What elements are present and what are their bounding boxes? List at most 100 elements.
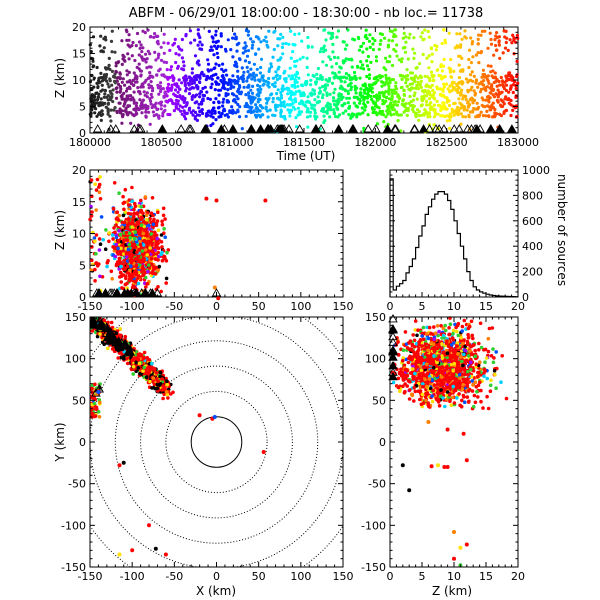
- source-point: [129, 111, 133, 115]
- source-point: [133, 230, 137, 234]
- source-point: [251, 43, 255, 47]
- source-point: [369, 94, 373, 98]
- source-point: [185, 101, 189, 105]
- source-point: [294, 90, 298, 94]
- source-point: [169, 68, 173, 72]
- source-point: [479, 87, 483, 91]
- source-point: [413, 75, 417, 79]
- source-point: [293, 97, 297, 101]
- source-point: [229, 48, 233, 52]
- source-point: [354, 77, 358, 81]
- source-point: [480, 75, 484, 79]
- source-point: [389, 112, 393, 116]
- source-point: [446, 87, 450, 91]
- source-point: [390, 29, 394, 34]
- ground-station-marker: [390, 124, 401, 133]
- source-point: [184, 89, 188, 93]
- source-point: [419, 75, 423, 79]
- source-point: [133, 58, 137, 63]
- source-point: [482, 83, 486, 87]
- source-point: [140, 50, 144, 54]
- source-point: [146, 263, 151, 267]
- source-point: [309, 78, 313, 82]
- source-point: [235, 94, 239, 98]
- source-point: [174, 98, 178, 102]
- source-point: [134, 224, 138, 228]
- source-point: [509, 113, 513, 118]
- ground-station-marker: [255, 124, 266, 133]
- source-point: [293, 64, 297, 68]
- source-point: [289, 29, 293, 33]
- source-point: [309, 110, 313, 114]
- source-point: [189, 110, 193, 115]
- source-point: [339, 97, 344, 101]
- source-point: [384, 90, 388, 94]
- source-point: [107, 85, 111, 89]
- source-point: [161, 111, 165, 115]
- source-point: [264, 35, 268, 39]
- source-point: [129, 94, 133, 98]
- source-point: [199, 89, 203, 94]
- source-point: [233, 32, 237, 36]
- source-point: [457, 97, 461, 101]
- source-point: [127, 242, 132, 247]
- source-point: [280, 45, 284, 50]
- source-point: [139, 227, 143, 232]
- source-point: [178, 87, 182, 91]
- source-point: [257, 78, 261, 82]
- source-point: [494, 43, 498, 48]
- source-point: [297, 32, 301, 36]
- source-point: [504, 88, 508, 93]
- source-point: [490, 88, 494, 92]
- source-point: [92, 64, 96, 68]
- source-point: [466, 88, 470, 92]
- source-point: [469, 36, 473, 40]
- source-point: [141, 57, 145, 62]
- source-point: [273, 29, 277, 33]
- source-point: [312, 74, 316, 78]
- source-point: [123, 187, 128, 192]
- source-point: [455, 32, 459, 36]
- source-point: [498, 83, 502, 87]
- source-point: [138, 46, 142, 51]
- source-point: [394, 103, 398, 107]
- source-point: [233, 78, 237, 82]
- source-point: [109, 39, 114, 44]
- source-point: [362, 88, 366, 92]
- source-point: [166, 396, 170, 400]
- source-point: [156, 228, 161, 232]
- source-point: [512, 36, 516, 40]
- source-point: [161, 213, 166, 218]
- source-point: [432, 123, 436, 127]
- source-point: [405, 84, 409, 88]
- source-point: [318, 50, 322, 54]
- ground-station-marker: [424, 124, 435, 133]
- source-point: [269, 65, 274, 69]
- source-point: [243, 41, 247, 45]
- source-point: [197, 33, 201, 38]
- source-point: [459, 68, 463, 72]
- source-point: [198, 95, 202, 99]
- source-point: [221, 80, 225, 84]
- source-point: [312, 107, 316, 111]
- source-point: [214, 62, 218, 66]
- source-point: [123, 334, 128, 339]
- source-point: [142, 238, 147, 243]
- source-point: [232, 93, 236, 97]
- source-point: [104, 38, 108, 42]
- source-point: [419, 79, 423, 83]
- source-point: [269, 62, 273, 66]
- source-point: [210, 35, 214, 39]
- ground-station-marker: [111, 124, 121, 133]
- source-point: [99, 76, 103, 80]
- source-point: [390, 88, 394, 92]
- source-point: [475, 101, 479, 105]
- x-tick-label: 182000: [354, 136, 396, 149]
- source-point: [429, 70, 434, 74]
- source-point: [447, 66, 451, 70]
- source-point: [427, 97, 432, 101]
- source-point: [484, 114, 488, 118]
- source-point: [157, 69, 161, 73]
- source-point: [275, 78, 279, 82]
- source-point: [243, 59, 248, 63]
